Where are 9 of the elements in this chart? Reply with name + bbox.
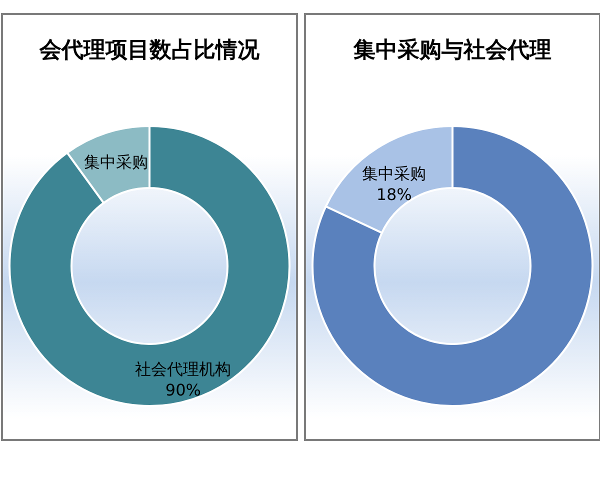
data-label: 90%	[165, 380, 201, 400]
donut-slice	[8, 125, 290, 407]
slice-label: 集中采购	[84, 152, 148, 172]
slice-label: 社会代理机构	[135, 360, 232, 379]
chart-title: 会代理项目数占比情况	[38, 38, 260, 63]
data-label: 18%	[376, 184, 412, 204]
donut-slice	[312, 125, 594, 407]
chart-title: 集中采购与社会代理	[352, 38, 552, 63]
slice-label: 集中采购	[362, 164, 426, 183]
